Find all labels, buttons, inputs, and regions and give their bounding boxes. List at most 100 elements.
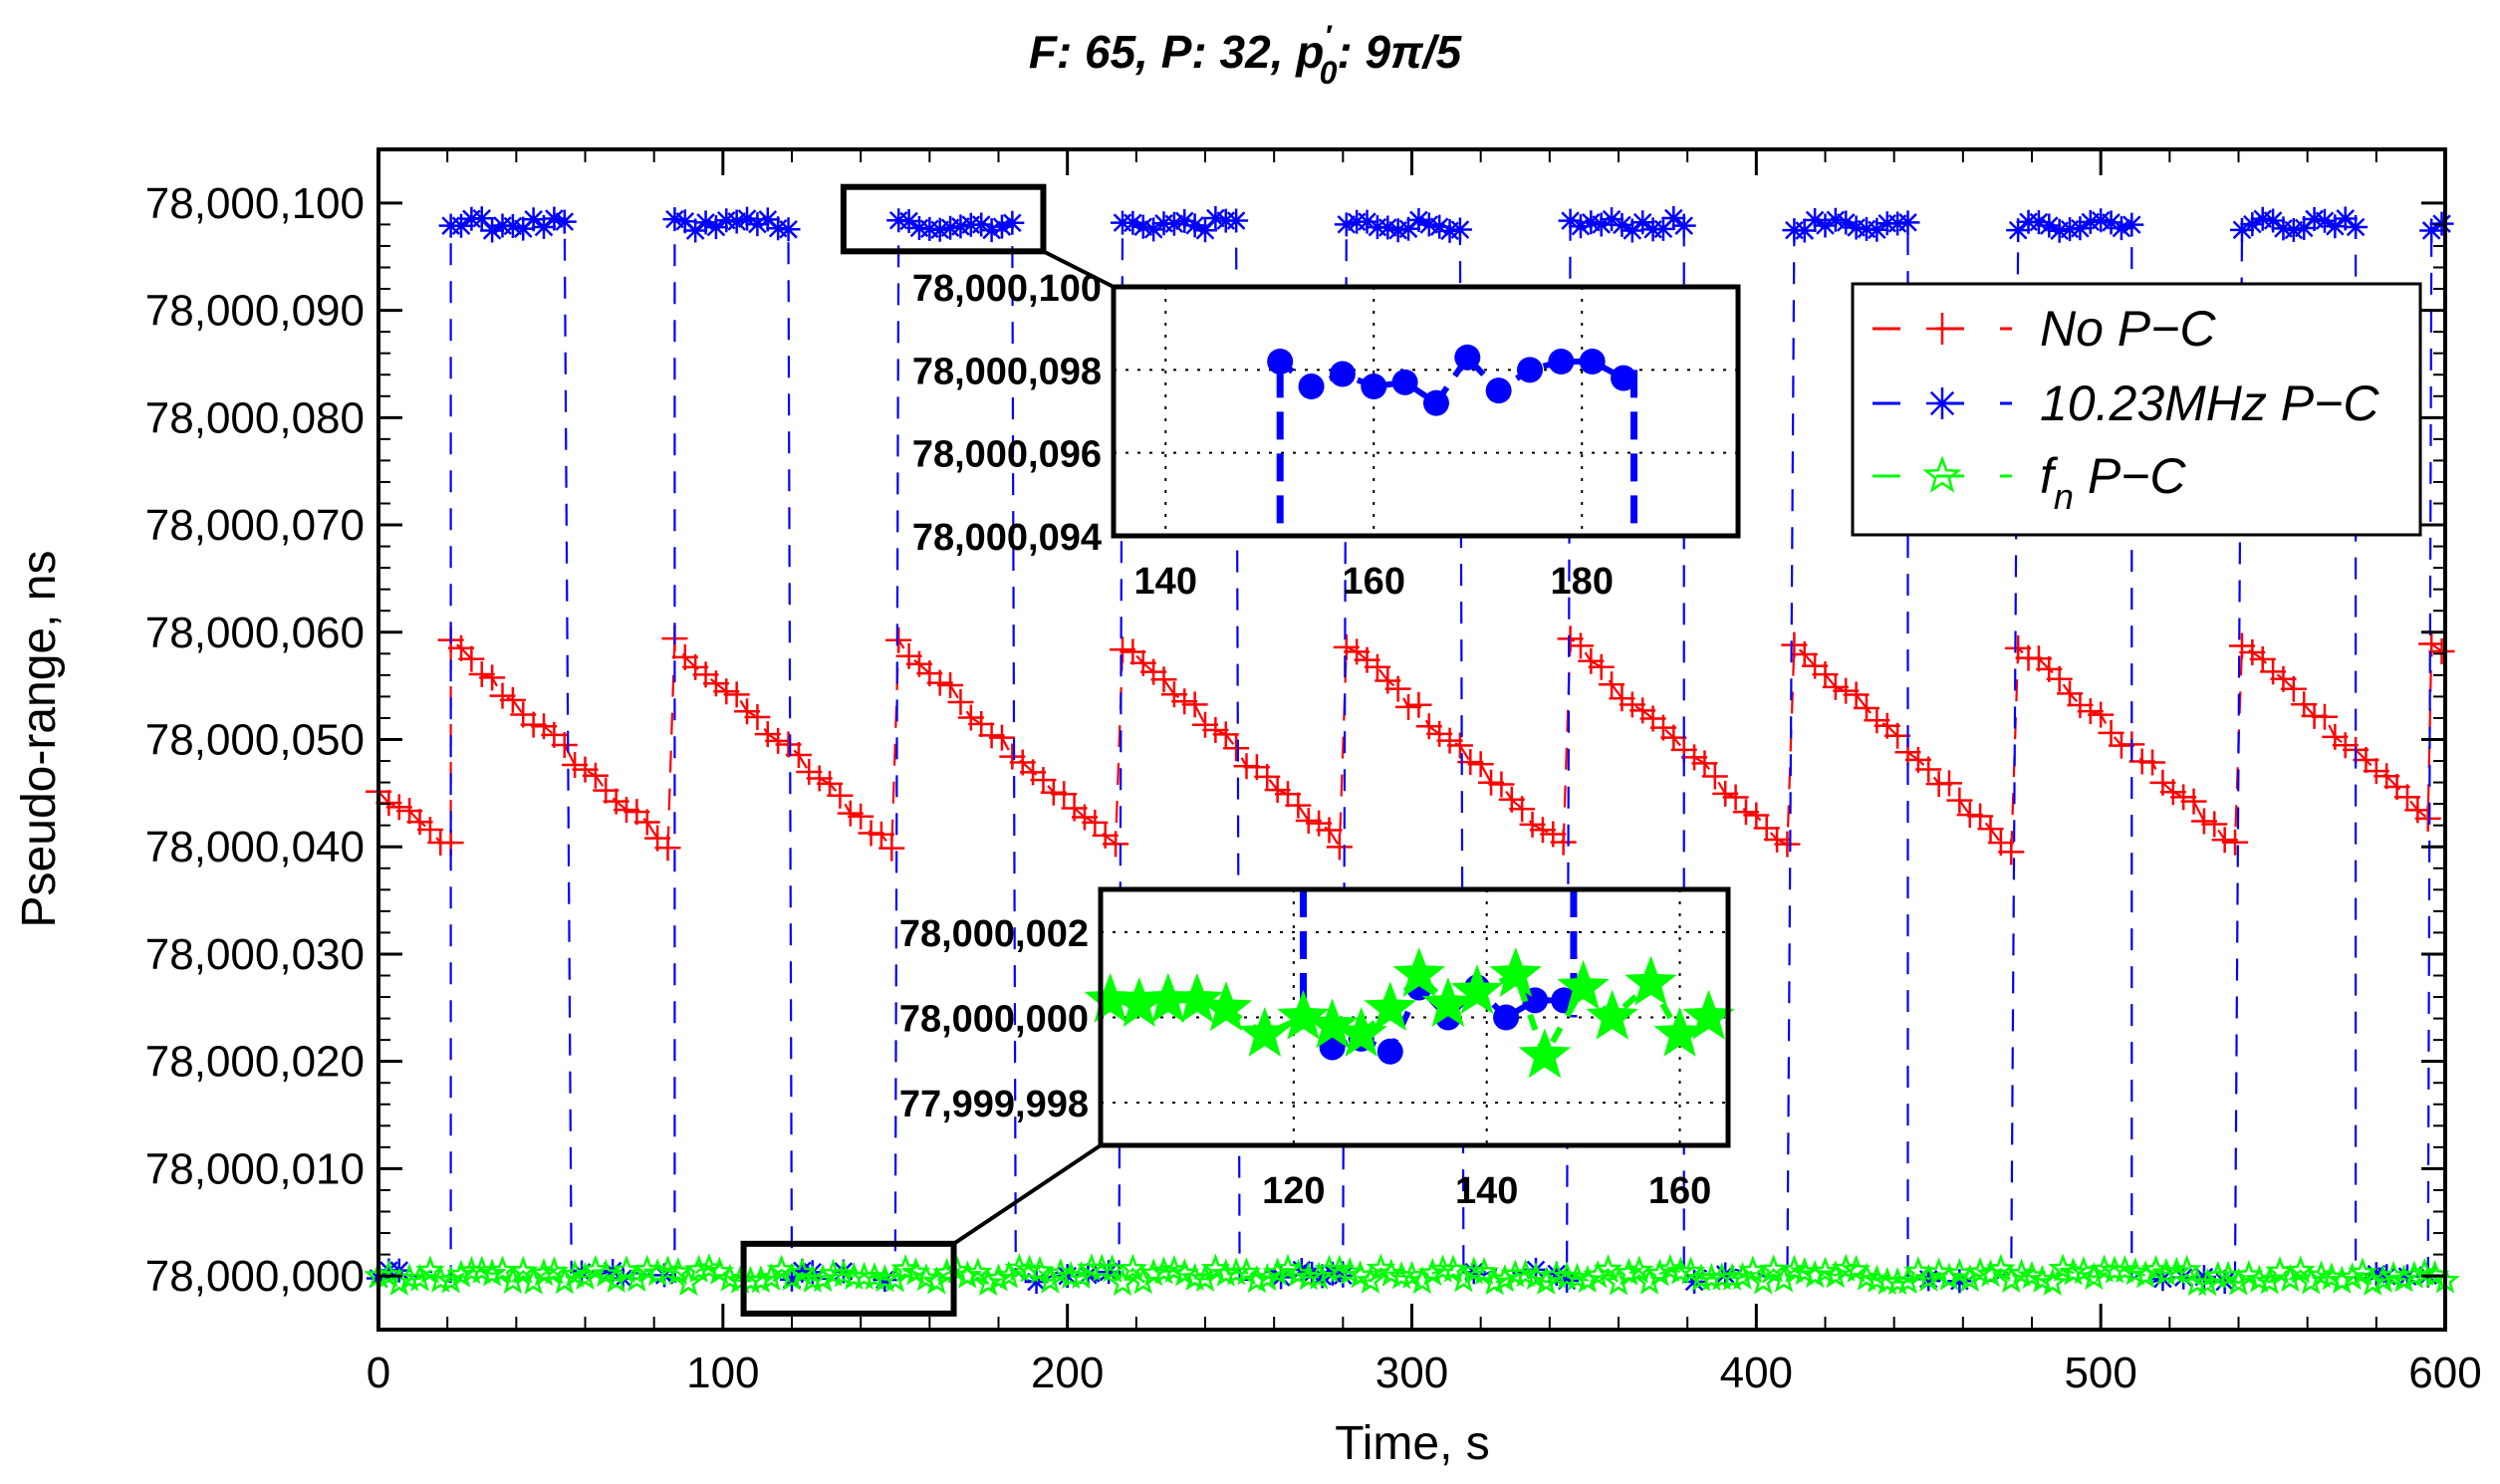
fn-pc-point bbox=[1304, 1261, 1334, 1290]
no-pc-point bbox=[885, 626, 912, 653]
no-pc-point bbox=[1743, 802, 1770, 829]
no-pc-point bbox=[499, 686, 526, 713]
no-pc-point bbox=[654, 835, 681, 862]
no-pc-point bbox=[978, 722, 1005, 749]
y-tick-label: 78,000,000 bbox=[145, 1252, 365, 1301]
1023mhz-pc-point bbox=[1895, 210, 1920, 235]
inset-green-point bbox=[1421, 977, 1475, 1028]
inset-green-point bbox=[1518, 1028, 1572, 1079]
1023mhz-pc-point bbox=[1558, 208, 1583, 233]
y-tick-label: 78,000,100 bbox=[145, 179, 365, 228]
no-pc-point bbox=[1171, 688, 1198, 715]
no-pc-point bbox=[1212, 721, 1239, 748]
fn-pc-point bbox=[1479, 1267, 1510, 1296]
no-pc-point bbox=[2180, 788, 2207, 815]
no-pc-point bbox=[1977, 816, 2004, 843]
no-pc-point bbox=[957, 704, 984, 731]
fn-pc-point bbox=[570, 1261, 601, 1291]
1023mhz-pc-point bbox=[683, 218, 708, 243]
inset-blue-point bbox=[1391, 369, 1418, 395]
fn-pc-point bbox=[404, 1263, 435, 1292]
no-pc-point bbox=[1874, 712, 1900, 739]
no-pc-point bbox=[396, 798, 423, 825]
1023mhz-pc-point bbox=[979, 218, 1004, 243]
inset-x-tick-label: 120 bbox=[1262, 1170, 1325, 1212]
fn-pc-point bbox=[2202, 1260, 2233, 1290]
fn-pc-point bbox=[446, 1259, 476, 1288]
no-pc-point bbox=[734, 698, 761, 725]
fn-pc-point bbox=[1986, 1253, 2016, 1282]
1023mhz-pc-point bbox=[542, 206, 567, 231]
fn-pc-point bbox=[983, 1263, 1014, 1292]
no-pc-point bbox=[416, 816, 443, 843]
1023mhz-pc-point bbox=[2271, 216, 2296, 241]
inset-blue-point bbox=[1361, 373, 1387, 399]
no-pc-point bbox=[671, 643, 698, 670]
inset-green-point bbox=[1392, 947, 1446, 998]
fn-pc-point bbox=[1386, 1261, 1416, 1290]
no-pc-point bbox=[1181, 691, 1208, 718]
title-p0-sub: 0 bbox=[1320, 55, 1338, 91]
no-pc-point bbox=[744, 703, 771, 730]
no-pc-point bbox=[1557, 625, 1584, 652]
no-pc-point bbox=[2353, 747, 2379, 774]
fn-pc-point bbox=[2171, 1254, 2202, 1283]
no-pc-point bbox=[458, 645, 485, 672]
fn-pc-point bbox=[2151, 1257, 2181, 1286]
fn-pc-point bbox=[2388, 1264, 2419, 1293]
fn-pc-point bbox=[1500, 1259, 1531, 1288]
1023mhz-pc-point bbox=[2281, 218, 2306, 243]
fn-pc-point bbox=[2058, 1257, 2089, 1286]
no-pc-point bbox=[1040, 779, 1067, 806]
inset-x-tick-label: 160 bbox=[1343, 561, 1405, 603]
1023mhz-pc-point bbox=[745, 212, 770, 237]
no-pc-point bbox=[2211, 827, 2238, 854]
fn-pc-point bbox=[2285, 1255, 2316, 1284]
y-tick-label: 78,000,020 bbox=[145, 1038, 365, 1087]
1023mhz-pc-point bbox=[2292, 215, 2317, 240]
x-axis-label: Time, s bbox=[1335, 1417, 1490, 1470]
1023mhz-pc-point bbox=[1447, 217, 1472, 242]
fn-pc-point bbox=[808, 1263, 838, 1293]
inset-bottom: 77,999,998 78,000,000 78,000,002 120 140 160 bbox=[899, 886, 1735, 1212]
1023mhz-pc-point bbox=[1193, 218, 1217, 243]
fn-pc-point bbox=[1056, 1260, 1086, 1290]
x-tick-label: 200 bbox=[1031, 1349, 1104, 1397]
fn-pc-point bbox=[1665, 1256, 1696, 1285]
1023mhz-pc-point bbox=[2323, 214, 2348, 239]
fn-pc-point bbox=[1138, 1258, 1168, 1287]
1023mhz-pc-point bbox=[1579, 210, 1604, 235]
fn-pc-point bbox=[1593, 1254, 1624, 1283]
1023mhz-pc-point bbox=[1375, 215, 1400, 240]
no-pc-point bbox=[1285, 792, 1312, 819]
y-tick-label: 78,000,010 bbox=[145, 1144, 365, 1193]
no-pc-point bbox=[1295, 808, 1322, 835]
inset-blue-point bbox=[1548, 349, 1575, 374]
fn-pc-point bbox=[1118, 1253, 1148, 1282]
1023mhz-pc-point bbox=[1224, 208, 1249, 233]
1023mhz-pc-point bbox=[1182, 213, 1207, 238]
1023mhz-pc-point bbox=[755, 207, 780, 232]
1023mhz-pc-point bbox=[703, 215, 728, 240]
legend-star-icon bbox=[1922, 455, 1962, 493]
no-pc-point bbox=[2201, 811, 2228, 838]
fn-pc-point bbox=[1954, 1263, 1985, 1293]
zoom-connector-top bbox=[1042, 249, 1115, 289]
no-pc-point bbox=[1822, 673, 1849, 700]
no-pc-point bbox=[1306, 810, 1333, 837]
no-pc-point bbox=[2108, 732, 2134, 759]
inset-y-tick-label: 77,999,998 bbox=[899, 1084, 1089, 1125]
fn-pc-point bbox=[1469, 1256, 1499, 1285]
1023mhz-pc-point bbox=[1661, 206, 1686, 231]
fn-pc-point bbox=[518, 1266, 549, 1295]
fn-pc-point bbox=[1108, 1267, 1137, 1297]
no-pc-point bbox=[2222, 829, 2249, 856]
1023mhz-pc-point bbox=[1406, 207, 1431, 232]
zoom-annotations bbox=[740, 183, 1115, 1317]
no-pc-point bbox=[1567, 632, 1594, 659]
inset-green-point bbox=[1586, 989, 1638, 1040]
no-pc-point bbox=[1967, 803, 1994, 830]
fn-pc-point bbox=[797, 1264, 828, 1293]
title-p0-value: : 9π/5 bbox=[1337, 26, 1462, 78]
x-tick-label: 100 bbox=[686, 1349, 759, 1397]
